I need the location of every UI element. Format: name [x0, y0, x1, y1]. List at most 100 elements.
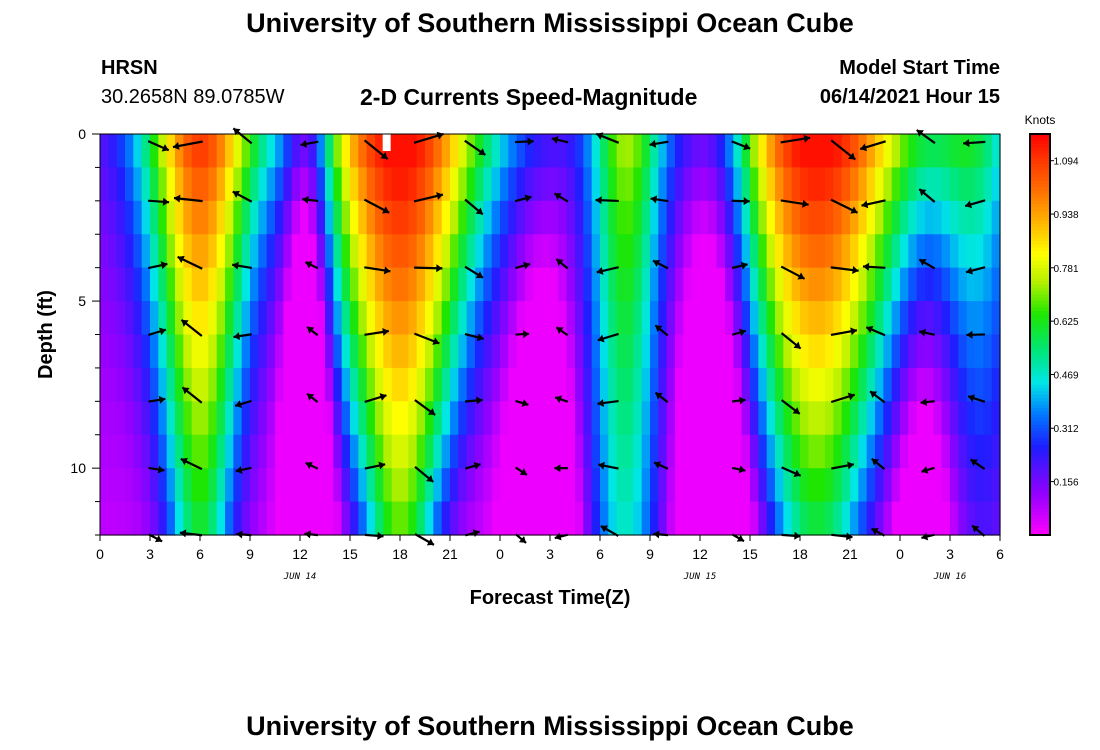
- heatmap-cell: [641, 267, 651, 302]
- heatmap-cell: [741, 334, 751, 369]
- heatmap-cell: [866, 501, 876, 536]
- heatmap-cell: [850, 401, 859, 436]
- heatmap-cell: [225, 267, 234, 302]
- heatmap-cell: [866, 134, 876, 169]
- current-vector-head: [232, 261, 239, 270]
- x-tick-label: 6: [596, 546, 604, 562]
- heatmap-cell: [608, 367, 618, 402]
- heatmap-cell: [450, 301, 459, 336]
- heatmap-cell: [425, 167, 434, 202]
- heatmap-cell: [391, 434, 401, 469]
- heatmap-cell: [458, 367, 468, 402]
- heatmap-cell: [408, 334, 418, 369]
- heatmap-cell: [266, 167, 276, 202]
- heatmap-cell: [708, 468, 718, 503]
- heatmap-cell: [200, 234, 209, 269]
- colorbar-segment: [1030, 458, 1050, 463]
- x-tick-label: 9: [246, 546, 254, 562]
- heatmap-cell: [375, 334, 384, 369]
- heatmap-cell: [608, 301, 618, 336]
- colorbar-segment: [1030, 314, 1050, 319]
- x-tick-label: 0: [96, 546, 104, 562]
- colorbar-segment: [1030, 260, 1050, 265]
- heatmap-cell: [558, 200, 568, 235]
- heatmap-cell: [883, 501, 893, 536]
- heatmap-cell: [341, 501, 351, 536]
- colorbar-segment: [1030, 384, 1050, 389]
- heatmap-cell: [391, 367, 401, 402]
- heatmap-cell: [233, 167, 243, 202]
- colorbar-segment: [1030, 431, 1050, 436]
- heatmap-cell: [258, 267, 268, 302]
- heatmap-cell: [716, 267, 726, 302]
- heatmap-cell: [658, 468, 668, 503]
- heatmap-cell: [875, 434, 884, 469]
- heatmap-cell: [908, 434, 918, 469]
- heatmap-cell: [166, 267, 176, 302]
- heatmap-cell: [141, 267, 151, 302]
- heatmap-cell: [475, 234, 484, 269]
- heatmap-cell: [141, 401, 151, 436]
- heatmap-cell: [583, 401, 593, 436]
- heatmap-cell: [316, 234, 326, 269]
- heatmap-cell: [225, 334, 234, 369]
- heatmap-cell: [775, 434, 784, 469]
- x-tick-label: 21: [842, 546, 858, 562]
- current-vector-head: [379, 393, 387, 401]
- heatmap-cell: [775, 401, 784, 436]
- heatmap-cell: [341, 134, 351, 169]
- heatmap-cell: [575, 501, 584, 536]
- heatmap-cell: [108, 434, 118, 469]
- heatmap-cell: [550, 401, 559, 436]
- heatmap-cell: [458, 301, 468, 336]
- heatmap-cell: [550, 367, 559, 402]
- heatmap-cell: [241, 334, 251, 369]
- heatmap-cell: [675, 301, 684, 336]
- heatmap-cell: [991, 301, 1001, 336]
- heatmap-cell: [908, 334, 918, 369]
- heatmap-cell: [500, 367, 509, 402]
- heatmap-cell: [400, 134, 409, 169]
- heatmap-cell: [208, 401, 218, 436]
- heatmap-cell: [883, 301, 893, 336]
- heatmap-cell: [258, 501, 268, 536]
- colorbar-segment: [1030, 217, 1050, 222]
- heatmap-cell: [275, 167, 284, 202]
- heatmap-cell: [141, 334, 151, 369]
- colorbar-segment: [1030, 528, 1050, 533]
- heatmap-cell: [316, 301, 326, 336]
- heatmap-cell: [258, 234, 268, 269]
- heatmap-cell: [916, 167, 926, 202]
- heatmap-cell: [641, 134, 651, 169]
- heatmap-cell: [225, 234, 234, 269]
- heatmap-cell: [341, 167, 351, 202]
- heatmap-cell: [575, 434, 584, 469]
- heatmap-cell: [866, 167, 876, 202]
- heatmap-cell: [941, 468, 951, 503]
- heatmap-cell: [475, 468, 484, 503]
- heatmap-cell: [525, 234, 534, 269]
- heatmap-cell: [658, 367, 668, 402]
- colorbar-segment: [1030, 137, 1050, 142]
- heatmap-cell: [266, 401, 276, 436]
- colorbar-segment: [1030, 190, 1050, 195]
- heatmap-cell: [541, 468, 551, 503]
- heatmap-cell: [291, 434, 301, 469]
- heatmap-cell: [900, 468, 909, 503]
- heatmap-cell: [716, 367, 726, 402]
- heatmap-cell: [116, 200, 126, 235]
- heatmap-cell: [983, 367, 993, 402]
- heatmap-cell: [925, 501, 934, 536]
- heatmap-cell: [408, 200, 418, 235]
- heatmap-cell: [758, 334, 768, 369]
- heatmap-cell: [800, 434, 809, 469]
- heatmap-cell: [375, 267, 384, 302]
- heatmap-cell: [358, 167, 368, 202]
- heatmap-cell: [700, 334, 709, 369]
- heatmap-cell: [716, 234, 726, 269]
- heatmap-cell: [625, 367, 634, 402]
- colorbar-segment: [1030, 531, 1050, 536]
- heatmap-cell: [191, 334, 201, 369]
- colorbar-segment: [1030, 234, 1050, 239]
- heatmap-cell: [216, 367, 226, 402]
